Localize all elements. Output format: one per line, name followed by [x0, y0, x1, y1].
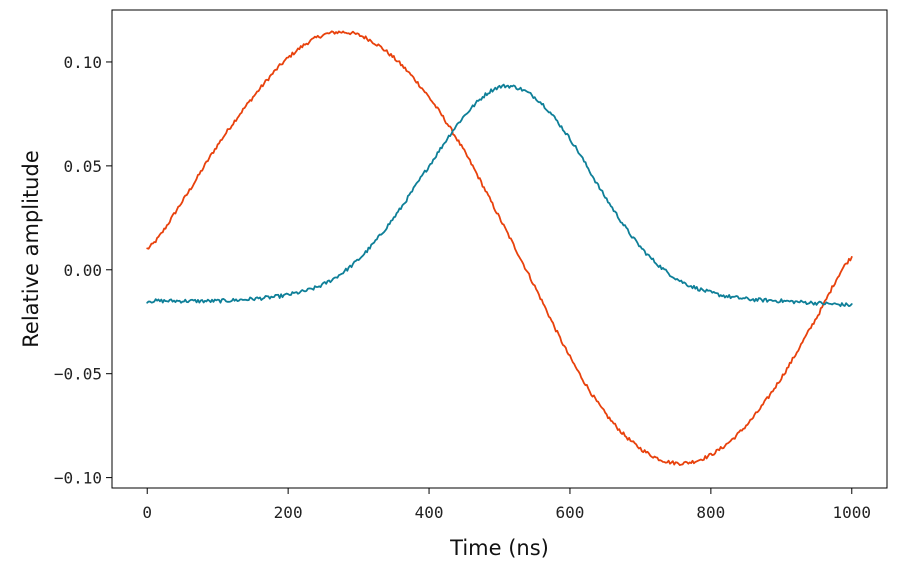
y-tick-label: −0.05: [54, 365, 102, 384]
plot-frame: [111, 9, 888, 489]
x-tick-label: 0: [142, 503, 152, 522]
x-tick-label: 200: [274, 503, 303, 522]
x-tick-label: 800: [696, 503, 725, 522]
y-tick-label: 0.00: [63, 261, 102, 280]
x-axis-title: Time (ns): [449, 536, 549, 560]
y-axis-title: Relative amplitude: [19, 150, 43, 347]
y-axis: −0.10 −0.05 0.00 0.05 0.10: [54, 53, 112, 488]
x-tick-label: 1000: [833, 503, 872, 522]
y-tick-label: 0.10: [63, 53, 102, 72]
y-tick-label: −0.10: [54, 469, 102, 488]
x-tick-label: 400: [415, 503, 444, 522]
series-line-2: [146, 83, 853, 308]
series-line-1: [146, 30, 853, 466]
x-axis: 0 200 400 600 800 1000: [142, 488, 871, 522]
y-tick-label: 0.05: [63, 157, 102, 176]
plot-area: [111, 9, 888, 489]
x-tick-label: 600: [556, 503, 585, 522]
